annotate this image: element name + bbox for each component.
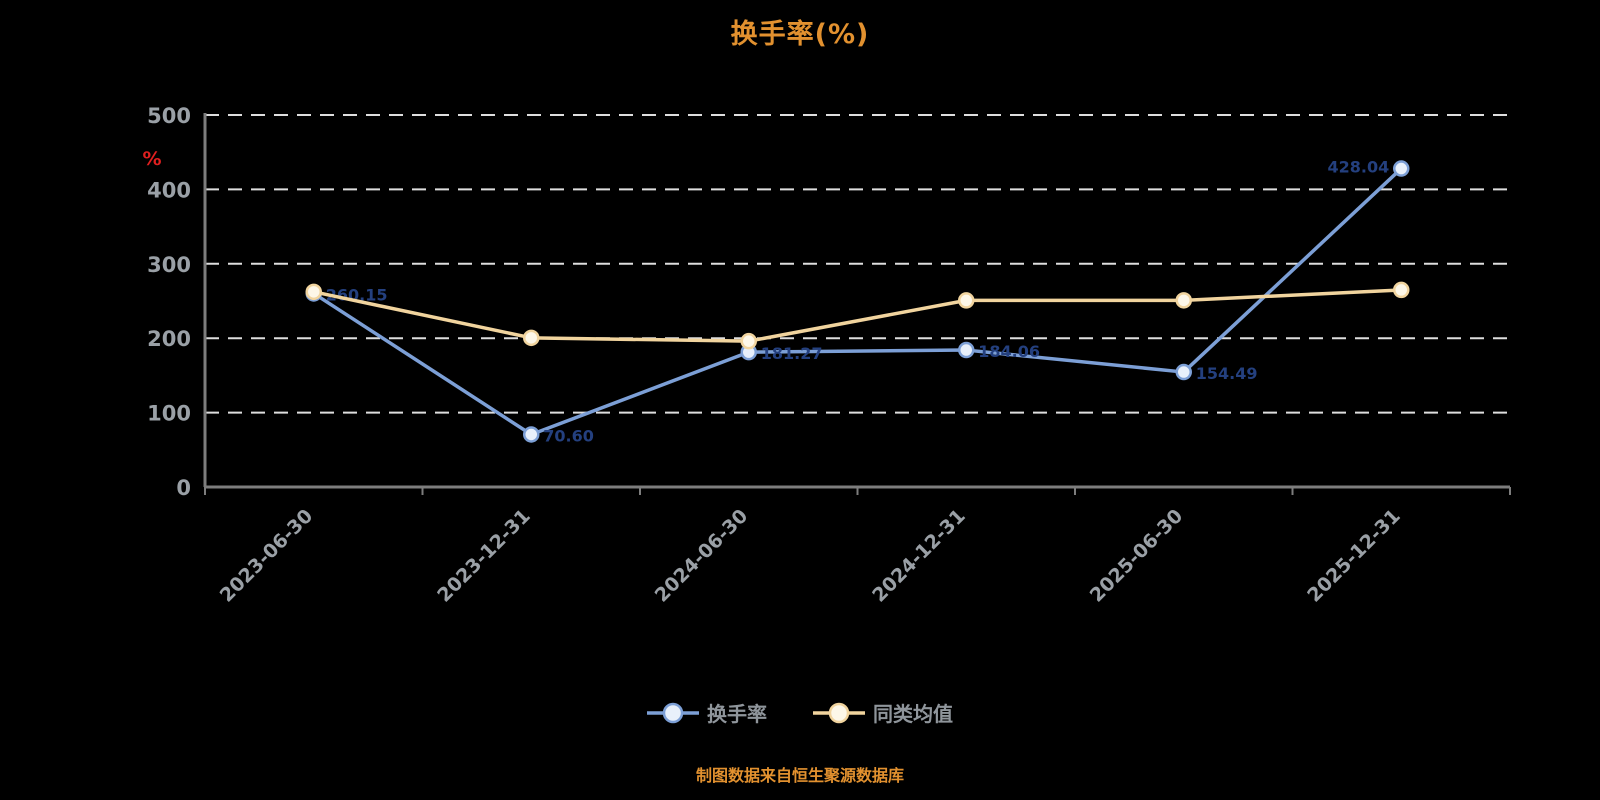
y-axis-tick-label: 0 <box>176 476 191 500</box>
x-axis-tick-label: 2024-12-31 <box>868 505 970 607</box>
point-label: 154.49 <box>1196 364 1258 383</box>
chart-title: 换手率(%) <box>730 19 870 50</box>
y-axis-tick-label: 300 <box>147 253 191 277</box>
x-axis-tick-label: 2025-06-30 <box>1086 505 1188 607</box>
point-label: 70.60 <box>543 426 594 445</box>
data-point-marker <box>305 283 322 301</box>
y-axis-unit-label: % <box>142 148 161 170</box>
x-axis-tick-label: 2025-12-31 <box>1303 505 1405 607</box>
x-axis-tick-label: 2024-06-30 <box>651 505 753 607</box>
data-point-marker <box>740 332 757 350</box>
point-label: 181.27 <box>761 344 823 363</box>
legend-marker-icon <box>647 702 699 723</box>
series-line-1 <box>312 288 1403 343</box>
data-point-marker <box>523 426 540 443</box>
line-chart-canvas: 0 100 200 300 400 500% 2023-06-30 2023-12-31 202… <box>142 104 1511 607</box>
data-point-marker <box>958 292 975 309</box>
point-label: 184.06 <box>978 342 1040 361</box>
x-axis-tick-label: 2023-06-30 <box>216 505 318 607</box>
data-point-marker <box>1393 160 1410 177</box>
data-point-marker <box>958 341 975 359</box>
legend-label: 同类均值 <box>873 702 953 726</box>
y-axis-tick-label: 100 <box>147 402 191 426</box>
legend-item-1[interactable]: 同类均值 <box>813 698 953 727</box>
legend-marker-icon <box>813 702 865 723</box>
legend-label: 换手率 <box>707 702 767 726</box>
point-label: 428.04 <box>1328 158 1390 177</box>
legend: 换手率 同类均值 <box>0 698 1600 727</box>
y-axis-tick-label: 200 <box>147 327 191 351</box>
data-point-marker <box>523 329 540 347</box>
data-point-marker <box>1175 292 1192 309</box>
y-axis-tick-label: 500 <box>147 104 191 128</box>
legend-item-0[interactable]: 换手率 <box>647 698 767 727</box>
x-axis-tick-label: 2023-12-31 <box>433 505 535 607</box>
series-line-0 <box>312 166 1403 437</box>
data-point-marker <box>1175 363 1192 381</box>
data-point-marker <box>1393 281 1410 299</box>
point-label: 260.15 <box>326 285 388 304</box>
data-source-note: 制图数据来自恒生聚源数据库 <box>695 766 904 785</box>
y-axis-tick-label: 400 <box>147 178 191 202</box>
